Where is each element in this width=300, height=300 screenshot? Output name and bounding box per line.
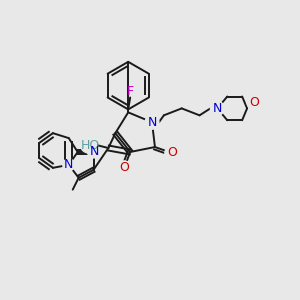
Circle shape xyxy=(63,159,75,171)
Circle shape xyxy=(165,146,179,160)
Text: N: N xyxy=(147,116,157,129)
Text: F: F xyxy=(127,85,134,98)
Circle shape xyxy=(88,146,100,158)
Circle shape xyxy=(81,137,97,153)
Circle shape xyxy=(117,161,131,175)
Circle shape xyxy=(247,95,261,110)
Text: O: O xyxy=(249,96,259,109)
Text: N: N xyxy=(90,146,99,158)
Circle shape xyxy=(145,115,159,129)
Text: HO: HO xyxy=(81,139,100,152)
Text: N: N xyxy=(64,158,74,171)
Text: O: O xyxy=(167,146,177,160)
Text: N: N xyxy=(213,102,222,115)
Circle shape xyxy=(210,101,224,115)
Text: O: O xyxy=(119,161,129,174)
